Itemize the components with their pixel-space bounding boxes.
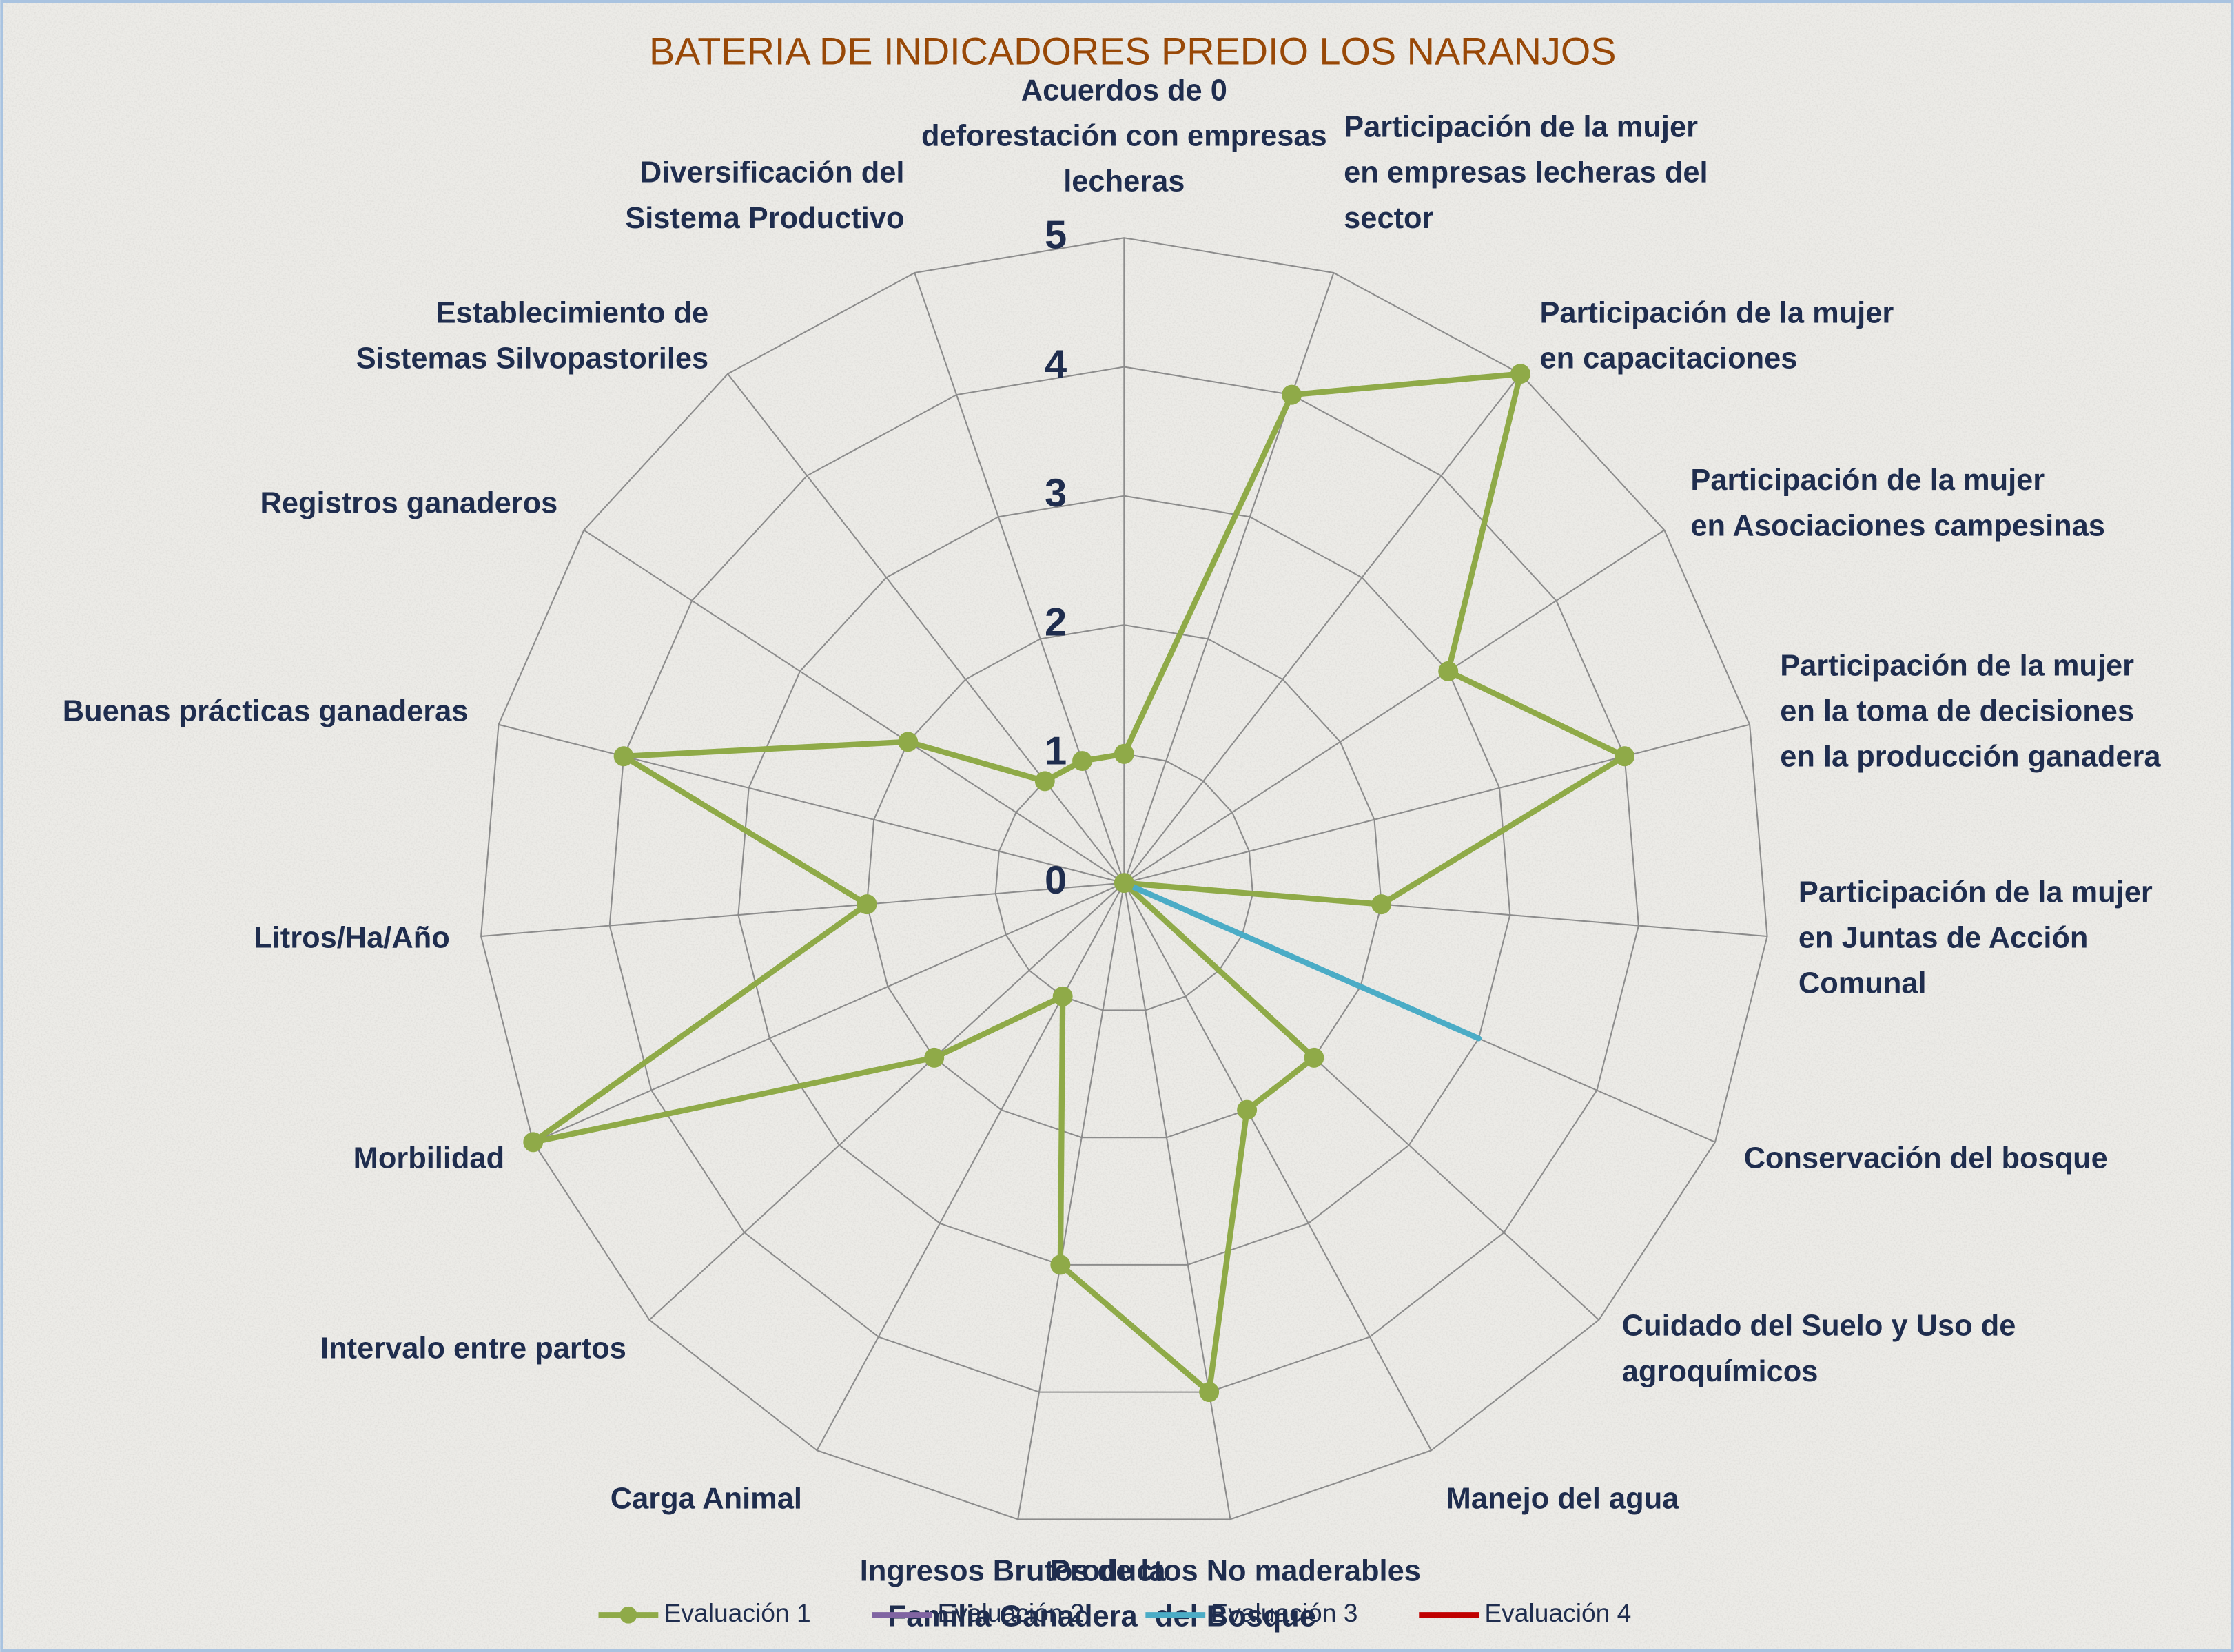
category-label: Buenas prácticas ganaderas bbox=[63, 695, 469, 728]
spoke bbox=[583, 529, 1125, 884]
category-label: Conservación del bosque bbox=[1744, 1142, 2108, 1175]
grid-ring bbox=[480, 237, 1768, 1520]
spoke bbox=[1123, 882, 1231, 1520]
category-label: Participación de la mujer en Asociaciones… bbox=[1690, 464, 2105, 543]
data-point bbox=[1114, 873, 1134, 894]
data-point bbox=[523, 1132, 544, 1153]
category-label: Participación de la mujer en la toma de d… bbox=[1780, 650, 2161, 774]
y-tick-label: 1 bbox=[1045, 730, 1067, 774]
chart-title: BATERIA DE INDICADORES PREDIO LOS NARANJ… bbox=[649, 29, 1616, 72]
category-label: Establecimiento de Sistemas Silvopastoril… bbox=[356, 297, 708, 375]
spoke bbox=[1123, 373, 1521, 884]
spoke bbox=[1017, 882, 1125, 1520]
spoke bbox=[648, 882, 1125, 1321]
data-point bbox=[1371, 894, 1392, 915]
data-point bbox=[1052, 986, 1073, 1006]
spoke bbox=[1124, 723, 1750, 884]
legend-label: Evaluación 4 bbox=[1484, 1598, 1631, 1627]
category-label: Intervalo entre partos bbox=[320, 1332, 626, 1365]
data-point bbox=[1282, 384, 1302, 405]
category-label: Carga Animal bbox=[611, 1483, 802, 1516]
category-label: Registros ganaderos bbox=[260, 487, 558, 520]
y-tick-label: 5 bbox=[1045, 214, 1067, 258]
data-point bbox=[1050, 1255, 1071, 1275]
legend-label: Evaluación 2 bbox=[938, 1598, 1085, 1627]
category-label: Participación de la mujer en capacitacion… bbox=[1539, 297, 1894, 375]
y-tick-label: 4 bbox=[1045, 342, 1067, 386]
data-point bbox=[1199, 1382, 1220, 1403]
data-point bbox=[1510, 364, 1530, 384]
series-line bbox=[1121, 880, 1482, 1042]
category-label: Participación de la mujer en Juntas de Ac… bbox=[1799, 876, 2153, 1000]
data-point bbox=[1034, 771, 1055, 792]
grid-ring bbox=[994, 753, 1254, 1011]
spoke bbox=[1123, 529, 1665, 884]
category-label: Acuerdos de 0 deforestación con empresas l… bbox=[921, 74, 1327, 198]
data-point bbox=[857, 894, 877, 915]
data-point bbox=[1072, 751, 1092, 772]
spoke bbox=[1123, 272, 1335, 884]
category-label: Diversificación del Sistema Productivo bbox=[625, 156, 904, 235]
category-label: Participación de la mujer en empresas lec… bbox=[1344, 111, 1708, 235]
data-point bbox=[1237, 1099, 1258, 1120]
y-tick-label: 3 bbox=[1045, 471, 1067, 515]
data-point bbox=[924, 1047, 945, 1068]
spoke bbox=[498, 723, 1125, 884]
spoke bbox=[816, 882, 1125, 1451]
series-line bbox=[530, 371, 1628, 1395]
spoke bbox=[480, 882, 1125, 938]
spoke bbox=[533, 882, 1125, 1143]
data-point bbox=[898, 732, 919, 752]
legend-label: Evaluación 3 bbox=[1211, 1598, 1357, 1627]
category-label: Manejo del agua bbox=[1446, 1483, 1680, 1516]
y-tick-label: 2 bbox=[1045, 600, 1067, 644]
data-point bbox=[1304, 1047, 1324, 1068]
spoke bbox=[1123, 882, 1432, 1451]
data-point bbox=[613, 746, 634, 767]
spoke bbox=[914, 272, 1125, 884]
category-label: Cuidado del Suelo y Uso de agroquímicos bbox=[1622, 1310, 2016, 1388]
data-point bbox=[1114, 743, 1134, 764]
grid-ring bbox=[608, 366, 1639, 1393]
grid-ring bbox=[737, 495, 1511, 1266]
data-point bbox=[1438, 661, 1459, 681]
spoke bbox=[727, 373, 1125, 884]
y-tick-label: 0 bbox=[1045, 858, 1067, 902]
legend-marker bbox=[619, 1606, 637, 1624]
data-point bbox=[1615, 746, 1635, 767]
category-label: Morbilidad bbox=[353, 1142, 504, 1175]
legend-label: Evaluación 1 bbox=[664, 1598, 811, 1627]
grid-ring bbox=[865, 624, 1382, 1139]
category-label: Litros/Ha/Año bbox=[254, 922, 450, 955]
